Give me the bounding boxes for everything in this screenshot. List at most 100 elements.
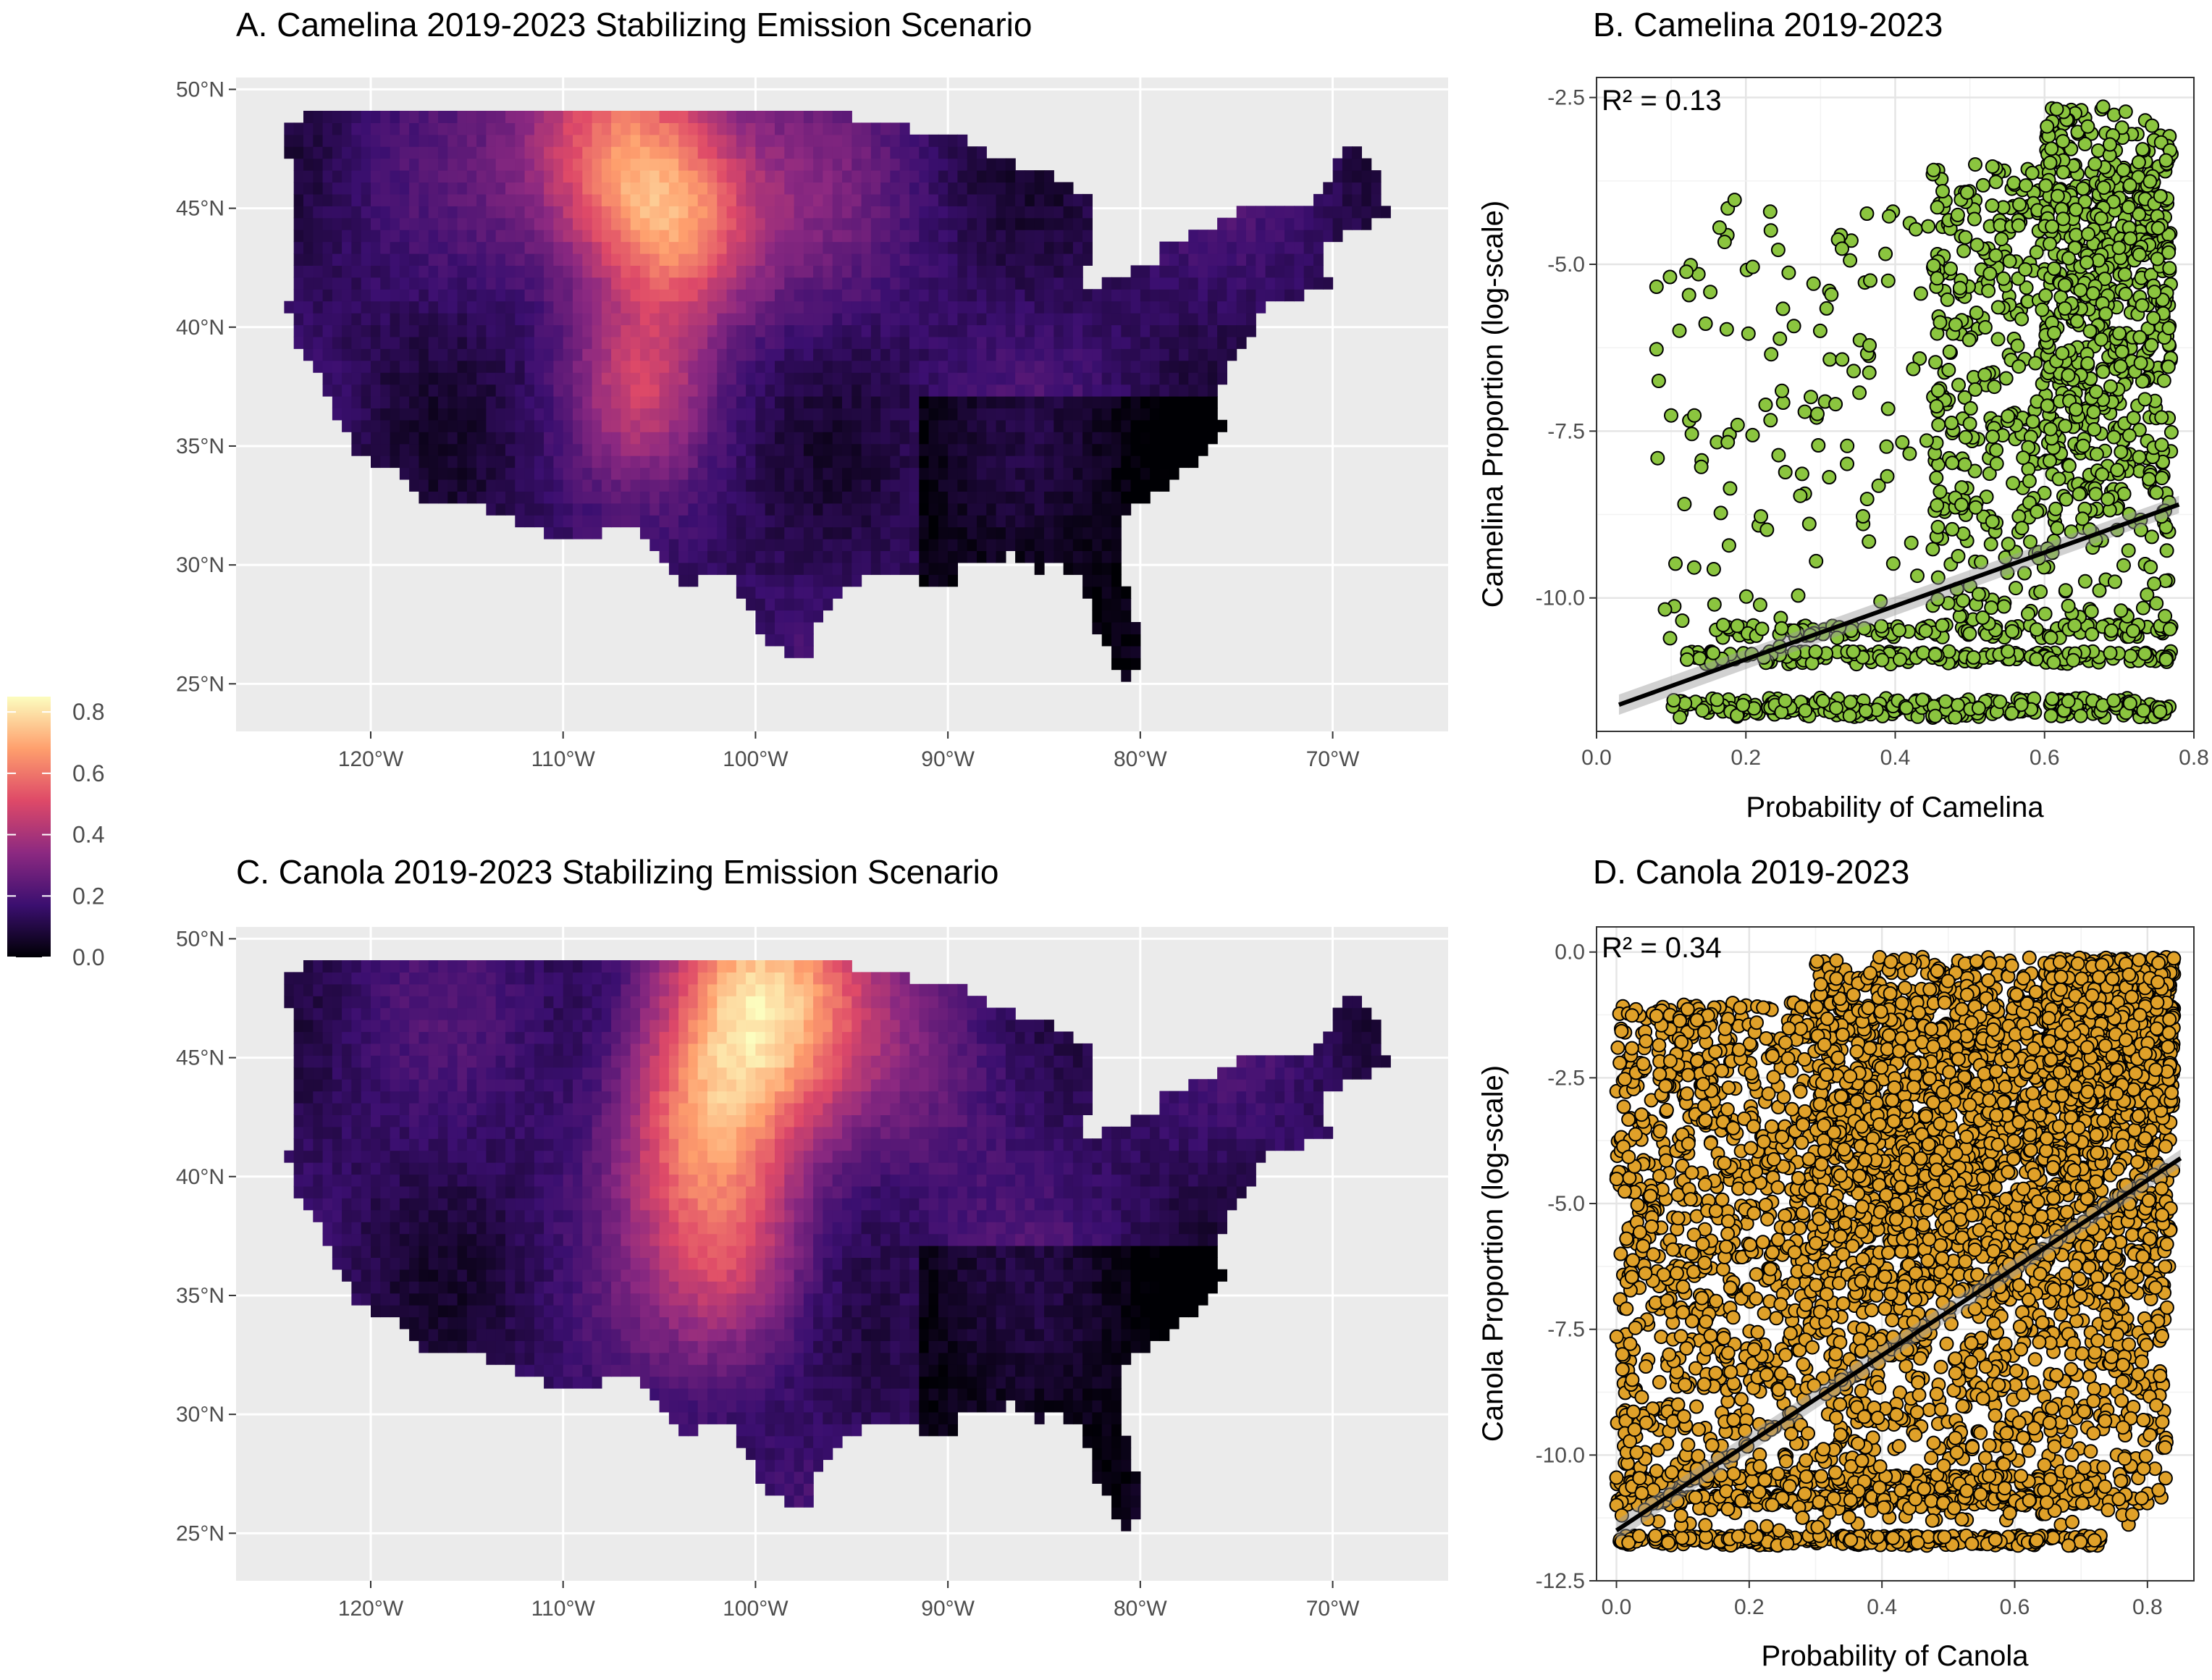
map-cell — [361, 134, 371, 147]
map-cell — [582, 265, 593, 278]
map-cell — [784, 170, 795, 183]
map-cell — [717, 1209, 728, 1222]
map-cell — [1207, 289, 1218, 302]
map-cell — [977, 372, 987, 385]
map-cell — [1217, 348, 1227, 361]
map-cell — [409, 1007, 419, 1020]
map-cell — [380, 324, 391, 337]
map-cell — [457, 301, 468, 314]
map-cell — [563, 158, 573, 171]
map-cell — [842, 170, 852, 183]
map-cell — [544, 324, 554, 337]
map-cell — [1034, 360, 1045, 373]
map-cell — [534, 1162, 544, 1175]
map-cell — [457, 111, 468, 123]
map-cell — [573, 1031, 583, 1044]
map-cell — [1130, 348, 1141, 361]
map-cell — [640, 1222, 650, 1235]
map-cell — [957, 384, 968, 397]
map-cell — [466, 419, 477, 432]
map-cell — [419, 1174, 429, 1187]
map-cell — [419, 996, 429, 1009]
map-cell — [380, 996, 391, 1009]
map-cell — [476, 1246, 487, 1258]
map-cell — [621, 372, 631, 385]
map-cell — [630, 289, 641, 302]
map-cell — [563, 1222, 573, 1235]
map-cell — [1150, 432, 1160, 445]
map-cell — [746, 432, 756, 445]
map-cell — [765, 182, 775, 195]
map-cell — [909, 324, 920, 337]
map-cell — [390, 1043, 400, 1056]
map-cell — [775, 634, 785, 647]
map-cell — [1130, 467, 1141, 480]
map-cell — [515, 111, 526, 123]
map-cell — [928, 193, 939, 206]
map-cell — [1169, 384, 1179, 397]
map-cell — [611, 515, 621, 528]
map-cell — [601, 408, 612, 421]
map-cell — [438, 1138, 448, 1151]
map-cell — [1005, 241, 1016, 254]
map-cell — [447, 348, 458, 361]
map-cell — [851, 443, 862, 456]
map-cell — [447, 206, 458, 219]
map-cell — [1227, 241, 1237, 254]
x-tick-label: 100°W — [723, 747, 789, 771]
map-cell — [803, 265, 814, 278]
map-cell — [447, 1103, 458, 1115]
map-cell — [697, 1316, 708, 1330]
map-cell — [313, 265, 324, 278]
map-cell — [1265, 265, 1276, 278]
map-cell — [438, 1174, 448, 1187]
map-cell — [486, 1269, 497, 1282]
map-cell — [313, 230, 324, 243]
map-cell — [813, 277, 823, 290]
map-cell — [919, 170, 930, 183]
map-cell — [678, 467, 689, 480]
map-cell — [717, 241, 728, 254]
map-cell — [1246, 253, 1256, 266]
map-cell — [342, 419, 352, 432]
map-cell — [1034, 277, 1045, 290]
map-cell — [447, 277, 458, 290]
map-cell — [870, 491, 881, 504]
map-cell — [1063, 182, 1074, 195]
map-cell — [419, 324, 429, 337]
map-cell — [1072, 301, 1083, 314]
map-cell — [592, 265, 602, 278]
map-cell — [977, 432, 987, 445]
map-cell — [505, 972, 516, 985]
map-cell — [419, 217, 429, 230]
map-cell — [870, 396, 881, 408]
map-cell — [1044, 419, 1054, 432]
map-cell — [707, 1376, 718, 1389]
map-cell — [1294, 265, 1305, 278]
map-cell — [361, 182, 371, 195]
map-cell — [438, 491, 448, 504]
map-cell — [957, 515, 968, 528]
map-cell — [573, 455, 583, 469]
map-cell — [621, 467, 631, 480]
map-cell — [380, 1150, 391, 1163]
map-cell — [977, 384, 987, 397]
map-cell — [621, 1091, 631, 1104]
map-cell — [371, 1222, 381, 1235]
map-cell — [803, 348, 814, 361]
map-cell — [573, 467, 583, 480]
map-cell — [775, 182, 785, 195]
map-cell — [726, 1281, 737, 1294]
map-cell — [322, 1126, 333, 1139]
map-cell — [909, 384, 920, 397]
map-cell — [322, 1174, 333, 1187]
map-cell — [755, 574, 766, 587]
map-cell — [495, 1150, 506, 1163]
map-cell — [668, 1400, 679, 1413]
map-cell — [524, 206, 535, 219]
map-cell — [332, 170, 342, 183]
map-cell — [428, 313, 439, 326]
map-cell — [784, 134, 795, 147]
map-cell — [794, 158, 804, 171]
map-cell — [919, 408, 930, 421]
